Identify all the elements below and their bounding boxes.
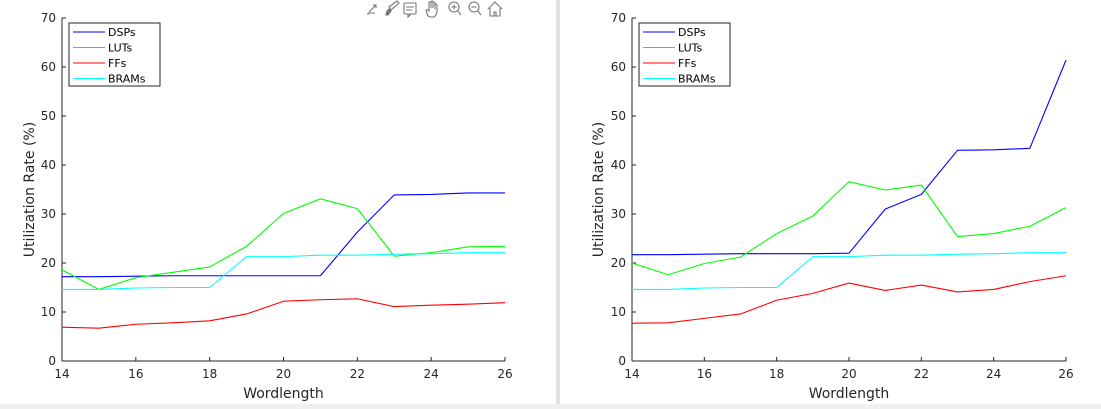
x-tick-label: 22 [350, 367, 365, 381]
legend-box [638, 22, 731, 87]
y-tick-label: 10 [611, 305, 626, 319]
home-icon[interactable] [487, 1, 503, 17]
figure-divider [556, 0, 560, 404]
y-tick-label: 60 [611, 60, 626, 74]
export-icon[interactable] [366, 4, 380, 18]
y-tick-label: 70 [611, 11, 626, 25]
zoom-in-icon[interactable] [448, 1, 462, 16]
x-tick-label: 22 [914, 367, 929, 381]
left-chart: 0 10 20 30 40 50 60 70 14 16 18 20 22 24 26 Wordlength U… [22, 11, 513, 402]
x-tick-label: 14 [624, 367, 639, 381]
x-tick-label: 16 [128, 367, 143, 381]
x-tick-label: 26 [1058, 367, 1073, 381]
x-tick-label: 26 [497, 367, 512, 381]
x-tick-label: 16 [697, 367, 712, 381]
legend-label-dsps: DSPs [678, 26, 706, 39]
right-chart: 0 10 20 30 40 50 60 70 14 16 18 20 22 24 26 Wordlength U… [591, 11, 1074, 402]
x-tick-label: 20 [841, 367, 856, 381]
series-line-luts [61, 198, 506, 291]
y-tick-label: 40 [41, 158, 56, 172]
legend-box [68, 22, 161, 87]
x-tick-label: 24 [986, 367, 1001, 381]
series-line-ffs [631, 275, 1067, 324]
x-tick-label: 18 [202, 367, 217, 381]
data-tips-icon[interactable] [403, 2, 417, 19]
x-tick-label: 18 [769, 367, 784, 381]
legend-label-ffs: FFs [108, 57, 127, 70]
y-tick-label: 0 [48, 354, 56, 368]
legend-label-luts: LUTs [678, 42, 703, 55]
series-line-dsps [62, 192, 505, 278]
x-tick-label: 24 [424, 367, 439, 381]
pan-icon[interactable] [425, 0, 438, 18]
y-tick-label: 60 [41, 60, 56, 74]
y-tick-label: 10 [41, 305, 56, 319]
legend-label-brams: BRAMs [108, 73, 146, 86]
series-line-luts [631, 181, 1067, 276]
zoom-out-icon[interactable] [468, 1, 482, 16]
series-line-dsps [632, 59, 1067, 256]
y-tick-label: 50 [611, 109, 626, 123]
y-axis-label: Utilization Rate (%) [22, 122, 38, 257]
series-line-ffs [61, 298, 506, 329]
y-axis-label: Utilization Rate (%) [591, 122, 607, 257]
x-tick-label: 20 [276, 367, 291, 381]
y-tick-label: 20 [611, 256, 626, 270]
y-tick-label: 30 [611, 207, 626, 221]
legend-label-brams: BRAMs [678, 73, 716, 86]
legend-label-luts: LUTs [108, 42, 133, 55]
brush-icon[interactable] [385, 0, 400, 16]
series-line-brams [62, 252, 505, 291]
x-axis-label: Wordlength [809, 386, 890, 402]
x-tick-label: 14 [54, 367, 69, 381]
y-tick-label: 50 [41, 109, 56, 123]
legend-label-ffs: FFs [678, 57, 697, 70]
series-line-brams [632, 252, 1066, 291]
y-tick-label: 20 [41, 256, 56, 270]
y-tick-label: 0 [618, 354, 626, 368]
legend-label-dsps: DSPs [108, 26, 136, 39]
y-tick-label: 30 [41, 207, 56, 221]
y-tick-label: 40 [611, 158, 626, 172]
x-axis-label: Wordlength [243, 386, 324, 402]
y-tick-label: 70 [41, 11, 56, 25]
axes-toolbar [366, 0, 503, 19]
